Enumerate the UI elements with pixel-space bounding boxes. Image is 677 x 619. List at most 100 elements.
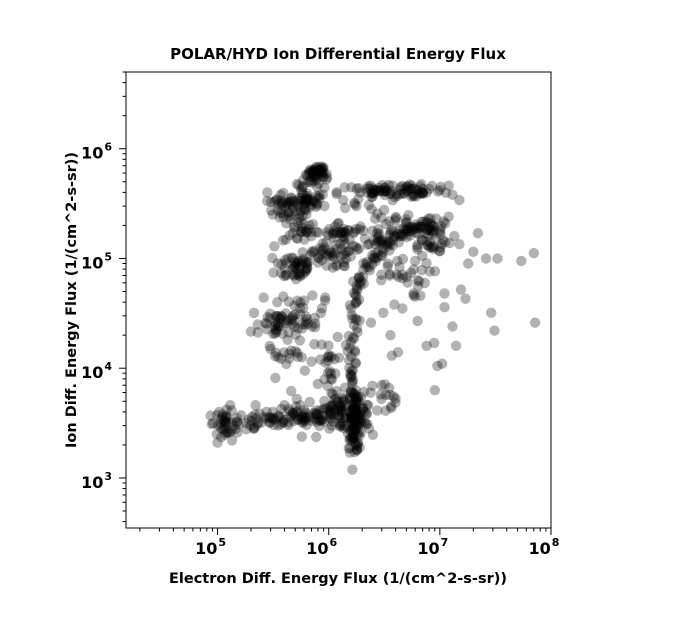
data-point [450,340,462,351]
data-point [413,188,424,199]
data-point [432,360,443,372]
data-point [283,327,294,338]
data-point [412,315,423,327]
data-point [352,429,363,441]
data-point [316,303,328,314]
data-point [296,222,308,234]
data-point [383,179,394,191]
data-point [338,226,350,238]
data-point [351,419,362,431]
data-point [394,224,406,235]
data-point [311,165,323,177]
data-point [403,222,414,233]
data-point [402,186,413,197]
data-point [434,246,446,257]
data-point [353,426,364,437]
data-point [313,165,325,177]
data-point [325,250,336,262]
data-point [400,183,411,194]
data-point [298,181,309,192]
data-point [314,164,325,176]
data-point [291,178,303,190]
data-point [301,226,313,238]
data-point [336,413,347,424]
data-point [297,417,308,429]
data-point [358,271,369,282]
data-point [302,318,314,329]
data-point [278,416,289,428]
data-point [284,230,295,241]
data-point [329,221,341,232]
data-point [439,288,450,299]
data-point [443,180,454,191]
data-point [283,315,294,326]
data-point [358,264,369,275]
data-point [311,408,322,420]
data-point [395,228,406,240]
data-point [325,412,336,423]
data-point [313,178,325,189]
data-point [207,417,219,429]
data-point [321,260,332,271]
data-point [301,194,313,205]
data-point [403,223,414,235]
data-point [350,385,362,396]
data-point [338,400,349,411]
data-point [319,182,330,193]
y-axis: 103 104 105 106 [81,71,126,523]
data-point [353,273,364,284]
data-point [432,186,444,197]
data-point [337,396,348,407]
data-point [437,234,449,246]
data-point [300,266,311,278]
data-point [292,217,304,228]
data-point [408,290,419,301]
data-point [423,183,435,195]
data-point [353,294,365,305]
data-point [288,408,300,420]
data-point [417,250,428,261]
data-point [311,174,322,186]
data-point [402,226,413,237]
data-point [351,280,362,291]
data-point [344,300,356,311]
data-point [292,202,304,213]
data-point [275,418,286,430]
data-point [270,310,281,322]
data-point [317,163,328,174]
data-point [297,319,308,330]
data-point [300,415,311,427]
data-point [267,209,278,220]
data-point [353,183,364,194]
data-point [436,239,448,250]
data-point [226,435,238,446]
data-point [309,245,320,256]
data-point [268,412,279,423]
data-point [325,408,337,419]
data-point [364,265,376,276]
data-point [385,189,396,200]
data-point [302,262,313,273]
data-point [345,336,357,348]
data-point [294,270,305,281]
data-point [228,420,239,432]
data-point [308,247,319,258]
data-point [294,208,305,220]
data-point [304,175,316,186]
data-point [359,233,370,244]
data-point [297,210,308,221]
data-point [370,238,381,250]
data-point [301,314,313,325]
data-point [315,164,326,175]
data-point [351,201,362,212]
data-point [314,193,325,204]
data-point [402,225,413,237]
data-point [309,167,320,178]
data-point [404,183,416,195]
data-point [376,212,387,223]
data-point [336,418,348,429]
data-point [417,187,428,198]
data-point [370,213,381,224]
data-point [335,251,347,262]
data-point [435,224,446,235]
